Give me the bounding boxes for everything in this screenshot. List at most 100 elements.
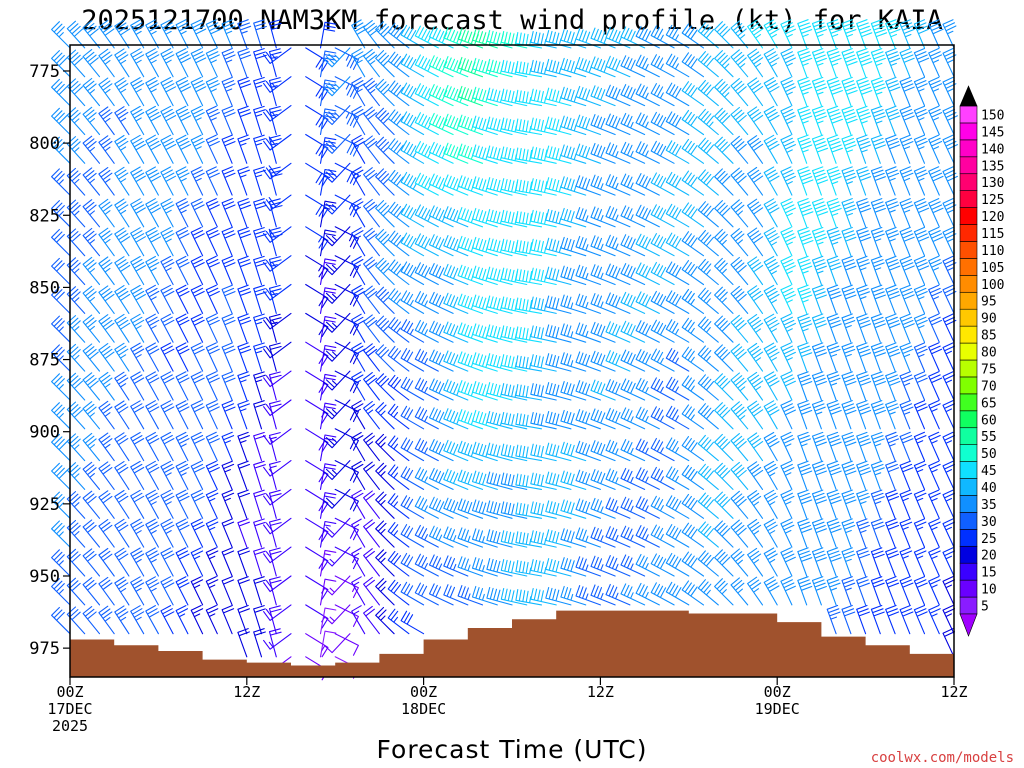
wind-barb: [221, 226, 236, 257]
wind-barb: [319, 50, 337, 78]
colorbar-swatch: [959, 275, 978, 293]
wind-barb: [697, 51, 719, 78]
wind-barb: [714, 50, 734, 78]
wind-barb: [747, 227, 764, 257]
wind-barb: [714, 491, 734, 519]
wind-barb: [942, 460, 956, 490]
wind-barb: [66, 286, 86, 314]
wind-barb: [305, 226, 329, 251]
wind-barb: [221, 47, 236, 78]
wind-barb: [605, 350, 631, 372]
wind-barb: [130, 166, 146, 196]
wind-barb: [605, 439, 631, 462]
wind-barb: [268, 105, 282, 136]
wind-barb: [414, 319, 439, 343]
wind-barb: [237, 460, 250, 490]
wind-barb: [82, 77, 101, 107]
wind-barb: [190, 255, 205, 286]
wind-barb: [620, 205, 646, 228]
wind-barb: [190, 19, 207, 49]
wind-barb: [665, 82, 690, 107]
colorbar-swatch: [959, 258, 978, 276]
wind-barb: [899, 460, 914, 490]
wind-barb: [400, 53, 425, 78]
wind-barb: [428, 291, 454, 314]
colorbar-label: 35: [981, 498, 997, 513]
wind-barb: [363, 48, 380, 78]
wind-barb: [575, 85, 601, 107]
wind-barb: [620, 583, 646, 606]
wind-barb: [500, 411, 528, 430]
wind-barb: [471, 236, 498, 257]
wind-barb: [51, 257, 71, 286]
wind-barb: [560, 381, 587, 401]
wind-barb: [841, 489, 857, 519]
wind-barb: [530, 354, 557, 372]
wind-barb: [253, 198, 267, 228]
x-tick-label: 00Z: [764, 683, 791, 701]
colorbar-under-arrow: [959, 613, 978, 637]
wind-barb: [811, 371, 827, 401]
colorbar-label: 45: [981, 464, 997, 479]
wind-barb: [414, 553, 439, 577]
wind-barb: [575, 556, 601, 577]
wind-barb: [51, 21, 71, 49]
colorbar-label: 145: [981, 125, 1004, 140]
wind-barb: [237, 628, 250, 658]
colorbar-label: 60: [981, 413, 997, 428]
wind-barb: [414, 438, 439, 462]
wind-barb: [515, 326, 543, 343]
wind-barb: [175, 342, 190, 372]
wind-barb: [650, 377, 675, 401]
wind-barb: [811, 48, 827, 78]
wind-barb: [763, 134, 780, 164]
wind-barb: [190, 166, 205, 196]
wind-barb: [763, 489, 778, 519]
wind-barb: [575, 264, 601, 286]
wind-barb: [51, 200, 71, 228]
wind-barb: [714, 402, 734, 430]
colorbar-swatch: [959, 224, 978, 242]
wind-barb: [363, 106, 380, 136]
wind-barb: [387, 403, 410, 430]
wind-barb: [457, 143, 484, 164]
wind-barb: [780, 76, 796, 107]
wind-barb: [400, 376, 425, 401]
wind-barb: [826, 371, 841, 401]
wind-barb: [942, 547, 956, 577]
wind-barb: [351, 547, 366, 577]
wind-barb: [130, 134, 146, 164]
wind-barb: [400, 203, 425, 228]
wind-barb: [697, 492, 719, 519]
wind-barb: [145, 134, 162, 164]
wind-barb: [841, 431, 857, 462]
wind-barb: [545, 324, 572, 343]
wind-barb: [443, 263, 469, 286]
wind-barb: [145, 576, 160, 606]
wind-barb: [414, 83, 439, 107]
wind-barb: [650, 319, 675, 343]
wind-barb: [841, 342, 856, 372]
colorbar-swatch: [959, 478, 978, 496]
wind-barb: [175, 226, 190, 257]
wind-barb: [428, 205, 454, 228]
wind-barb: [545, 471, 572, 490]
wind-barb: [375, 549, 395, 577]
wind-barb: [114, 134, 130, 164]
wind-barb: [714, 315, 734, 343]
wind-barb: [443, 142, 469, 164]
wind-barb: [714, 168, 734, 196]
wind-barb: [66, 107, 86, 136]
wind-barb: [486, 237, 513, 257]
wind-barb: [486, 208, 513, 228]
wind-barb: [515, 118, 543, 136]
wind-barb: [730, 433, 749, 462]
wind-barb: [375, 136, 395, 164]
wind-barb: [913, 313, 928, 343]
wind-barb: [457, 207, 484, 228]
wind-barb: [82, 432, 101, 462]
wind-barb: [826, 76, 843, 107]
wind-barb: [98, 314, 115, 343]
wind-barb: [351, 166, 366, 196]
wind-barb: [545, 442, 572, 462]
